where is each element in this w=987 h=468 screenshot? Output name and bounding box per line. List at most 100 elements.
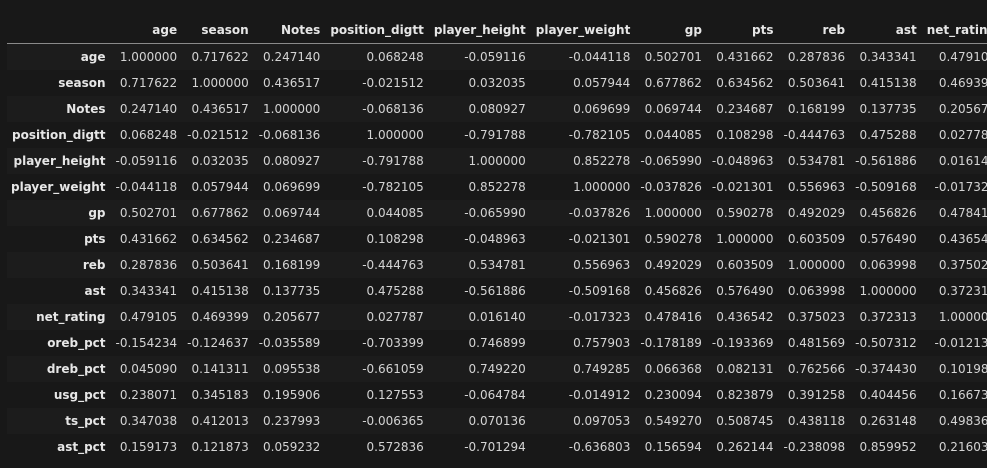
column-header: player_height (429, 18, 532, 44)
table-cell: -0.044118 (115, 180, 178, 194)
row-label: position_digtt (12, 128, 106, 142)
table-cell: 0.108298 (366, 232, 424, 246)
table-cell: 0.016140 (938, 154, 987, 168)
table-cell: -0.068136 (258, 128, 321, 142)
table-cell: 0.603509 (787, 232, 846, 246)
table-cell: 0.677862 (191, 206, 249, 220)
table-cell: 0.757903 (573, 336, 631, 350)
table-cell: -0.701294 (464, 440, 526, 454)
table-cell: -0.044118 (568, 50, 631, 64)
row-label: reb (82, 258, 106, 272)
row-label: net_rating (36, 310, 106, 324)
table-cell: 0.121873 (191, 440, 249, 454)
table-cell: -0.661059 (362, 362, 424, 376)
table-cell: 0.027787 (938, 128, 987, 142)
table-cell: 1.000000 (263, 102, 321, 116)
table-cell: -0.703399 (362, 336, 424, 350)
table-cell: 0.068248 (119, 128, 178, 142)
table-cell: 0.404456 (859, 388, 917, 402)
table-cell: 0.481569 (787, 336, 846, 350)
table-cell: -0.636803 (568, 440, 631, 454)
table-body: age 1.000000 0.717622 0.247140 0.068248 -0.05… (7, 43, 987, 460)
table-cell: 0.590278 (716, 206, 774, 220)
table-cell: 0.412013 (191, 414, 249, 428)
table-cell: 0.016140 (468, 310, 526, 324)
row-label: player_height (13, 154, 106, 168)
table-cell: -0.064784 (464, 388, 526, 402)
table-cell: -0.048963 (464, 232, 526, 246)
table-cell: 0.375023 (938, 258, 987, 272)
table-cell: 1.000000 (573, 180, 631, 194)
table-cell: -0.238098 (783, 440, 846, 454)
table-cell: 0.063998 (787, 284, 846, 298)
row-label: usg_pct (53, 388, 106, 402)
table-cell: 1.000000 (366, 128, 424, 142)
table-cell: 0.343341 (859, 50, 917, 64)
table-row: ast_pct 0.159173 0.121873 0.059232 0.572836 -… (7, 434, 987, 460)
table-row: Notes 0.247140 0.436517 1.000000 -0.068136 0.… (7, 96, 987, 122)
table-cell: 0.478416 (938, 206, 987, 220)
table-cell: 0.234687 (263, 232, 321, 246)
table-cell: 0.749220 (468, 362, 526, 376)
table-cell: 0.080927 (263, 154, 321, 168)
table-cell: 0.082131 (716, 362, 774, 376)
table-cell: 0.057944 (191, 180, 249, 194)
table-cell: 0.436517 (263, 76, 321, 90)
table-cell: 0.095538 (263, 362, 321, 376)
table-cell: 1.000000 (191, 76, 249, 90)
table-cell: -0.012136 (934, 336, 987, 350)
table-cell: 0.247140 (119, 102, 178, 116)
table-cell: -0.037826 (640, 180, 702, 194)
table-cell: -0.791788 (464, 128, 526, 142)
table-cell: 0.556963 (573, 258, 631, 272)
table-cell: 0.469399 (191, 310, 249, 324)
table-row: position_digtt 0.068248 -0.021512 -0.068136… (7, 122, 987, 148)
table-cell: 0.456826 (859, 206, 917, 220)
table-cell: 0.238071 (119, 388, 178, 402)
table-cell: 0.456826 (644, 284, 702, 298)
table-cell: 0.478416 (644, 310, 702, 324)
table-row: net_rating 0.479105 0.469399 0.205677 0.0277… (7, 304, 987, 330)
table-row: player_weight -0.044118 0.057944 0.069699 -0… (7, 174, 987, 200)
table-cell: 0.479105 (938, 50, 987, 64)
table-cell: 0.137735 (263, 284, 321, 298)
table-row: dreb_pct 0.045090 0.141311 0.095538 -0.66105… (7, 356, 987, 382)
column-header: age (111, 18, 184, 44)
table-cell: -0.178189 (640, 336, 702, 350)
table-cell: 0.070136 (468, 414, 526, 428)
row-label: ts_pct (65, 414, 106, 428)
table-cell: 0.247140 (263, 50, 321, 64)
column-header: Notes (254, 18, 327, 44)
table-cell: 0.492029 (644, 258, 702, 272)
table-cell: -0.035589 (258, 336, 321, 350)
table-cell: 0.168199 (263, 258, 321, 272)
table-cell: -0.444763 (783, 128, 846, 142)
table-cell: 0.027787 (366, 310, 424, 324)
table-cell: 0.634562 (191, 232, 249, 246)
table-row: pts 0.431662 0.634562 0.234687 0.108298 -0.04… (7, 226, 987, 252)
table-cell: 0.634562 (716, 76, 774, 90)
table-cell: 1.000000 (716, 232, 774, 246)
table-cell: 0.534781 (787, 154, 846, 168)
table-cell: 0.436542 (716, 310, 774, 324)
table-cell: -0.059116 (464, 50, 526, 64)
table-cell: -0.021301 (711, 180, 774, 194)
table-cell: 0.469399 (938, 76, 987, 90)
table-cell: 0.069699 (263, 180, 321, 194)
table-cell: -0.561886 (855, 154, 917, 168)
row-label: pts (84, 232, 106, 246)
table-cell: 0.415138 (859, 76, 917, 90)
table-cell: -0.561886 (464, 284, 526, 298)
table-cell: 0.372313 (859, 310, 917, 324)
table-cell: 0.195906 (263, 388, 321, 402)
table-cell: 0.717622 (119, 76, 178, 90)
table-cell: 0.069744 (644, 102, 702, 116)
table-cell: 0.502701 (119, 206, 178, 220)
table-cell: -0.193369 (711, 336, 774, 350)
table-header: age season Notes position_digtt player_heigh… (7, 18, 987, 44)
table-cell: 0.205677 (263, 310, 321, 324)
table-cell: 0.068248 (366, 50, 424, 64)
table-cell: -0.791788 (362, 154, 424, 168)
table-cell: 1.000000 (938, 310, 987, 324)
table-cell: 0.438118 (787, 414, 846, 428)
